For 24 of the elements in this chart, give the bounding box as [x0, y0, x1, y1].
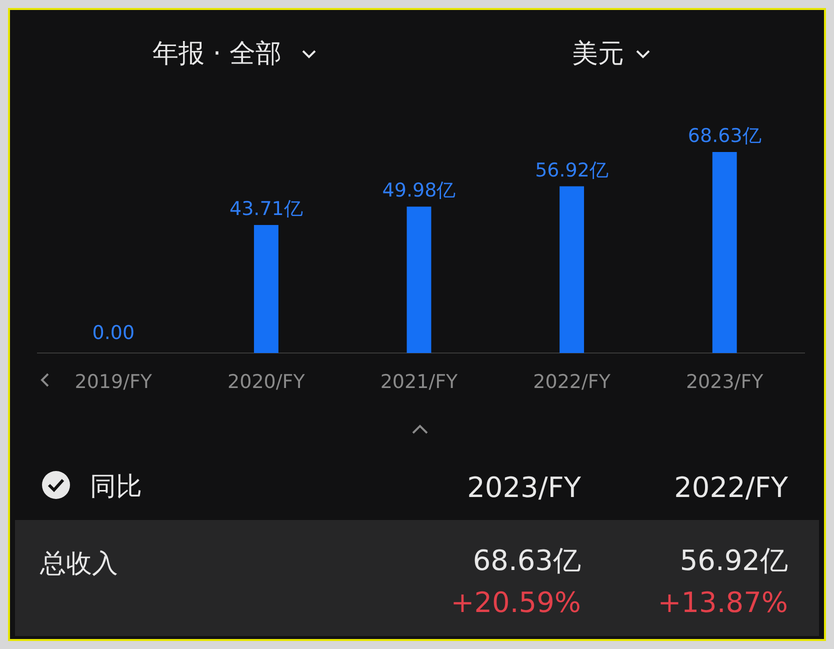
data-label: 0.00: [92, 322, 135, 344]
text: 美元: [572, 39, 624, 69]
text: +13.87%: [658, 586, 788, 619]
text: 年报 · 全部: [152, 39, 282, 69]
x-tick-label: 2020/FY: [228, 371, 306, 393]
data-label: 68.63亿: [688, 125, 762, 147]
text: 同比: [90, 472, 142, 502]
text: 2023/FY: [467, 471, 582, 504]
data-label: 43.71亿: [229, 198, 303, 220]
x-tick-label: 2021/FY: [380, 371, 458, 393]
text: 68.63亿: [472, 544, 581, 577]
data-label: 56.92亿: [535, 159, 609, 182]
bar: [406, 206, 432, 353]
data-label: 49.98亿: [382, 180, 456, 202]
text: 总收入: [39, 549, 118, 579]
x-tick-label: 2022/FY: [533, 371, 611, 393]
bar: [254, 224, 278, 353]
text: 2022/FY: [674, 471, 789, 504]
text: +20.59%: [450, 586, 581, 619]
bar: [560, 186, 584, 353]
bar: [712, 152, 737, 353]
x-tick-label: 2023/FY: [686, 371, 764, 393]
text: 56.92亿: [680, 544, 788, 577]
x-tick-label: 2019/FY: [74, 371, 152, 393]
